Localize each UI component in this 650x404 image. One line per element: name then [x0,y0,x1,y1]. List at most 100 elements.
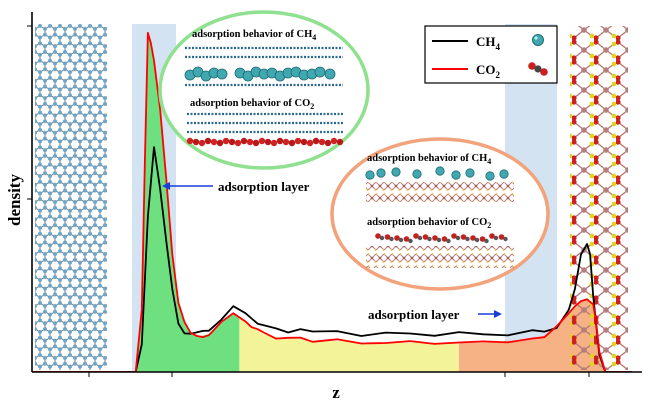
co2-molecule [455,235,461,241]
co2-molecule [375,233,381,239]
co2-molecule [324,139,332,147]
yellow-region-fill [239,316,459,372]
co2-molecule [294,137,302,145]
methane-molecule [391,167,401,177]
co2-molecule [379,235,385,241]
co2-molecule-icon [528,62,548,76]
series-line-co2 [32,32,632,372]
co2-molecule [264,138,272,146]
co2-molecule [252,139,260,147]
co2-molecule [436,237,442,243]
co2-molecule [228,138,236,146]
co2-molecule [489,233,495,239]
methane-molecule [435,166,445,176]
co2-molecule [222,137,230,145]
co2-molecule [422,234,429,240]
legend-item-ch4: CH4 [432,34,544,52]
orange-inset-ch4-molecules [365,166,509,181]
right-layer-annotation: adsorption layer [368,307,502,322]
co2-molecule [470,235,476,241]
methane-molecule [465,168,475,178]
co2-molecule [330,137,338,145]
co2-molecule [474,237,480,243]
methane-molecule [499,169,509,179]
left-layer-label: adsorption layer [218,179,310,194]
orange-inset-co2-molecules [375,233,508,244]
co2-molecule [460,234,467,240]
co2-molecule [498,234,505,240]
co2-molecule [300,138,308,146]
co2-molecule [282,138,290,146]
co2-molecule [276,137,284,145]
co2-molecule [465,236,470,242]
co2-molecule [398,237,404,243]
co2-molecule [204,137,212,145]
co2-molecule [312,137,320,145]
orange-inset-mos2-sheet [366,246,514,268]
co2-molecule [384,234,391,240]
methane-molecule [216,68,228,80]
co2-molecule [306,139,314,147]
methane-molecule [314,66,326,78]
co2-molecule [417,235,423,241]
legend-label-co2: CO2 [476,62,501,80]
series-lines [32,32,632,372]
co2-molecule [408,238,413,244]
co2-molecule [484,238,489,244]
region-fills [135,32,606,372]
co2-molecule [493,235,499,241]
co2-molecule [503,236,508,242]
methane-molecule [451,170,461,180]
green-inset-co2-sheets [187,112,343,134]
green-inset-co2-molecules [186,137,344,147]
green-inset-ch4-molecules [184,66,336,82]
green-inset-co2-title: adsorption behavior of CO2 [190,98,314,111]
co2-molecule [198,139,206,147]
right-layer-label: adsorption layer [368,307,460,322]
legend-label-ch4: CH4 [476,34,501,52]
co2-molecule [389,236,394,242]
co2-molecule [446,238,451,244]
co2-molecule [246,138,254,146]
co2-molecule [270,139,278,147]
co2-molecule [394,235,400,241]
orange-inset: adsorption behavior of CH4 adsorption be… [330,137,550,291]
orange-inset-co2-title: adsorption behavior of CO2 [367,217,491,230]
co2-molecule [318,138,326,146]
orange-inset-ch4-title: adsorption behavior of CH4 [367,153,491,166]
methane-molecule [485,171,495,181]
graphene-wall [35,24,107,370]
methane-molecule [365,170,375,180]
co2-molecule [234,139,242,147]
legend: CH4 CO2 [424,25,558,84]
mos2-wall [570,26,628,370]
co2-molecule [479,236,486,242]
co2-molecule [451,233,457,239]
methane-molecule-icon [532,34,544,46]
co2-molecule [192,138,200,146]
left-layer-annotation: adsorption layer [162,179,310,194]
co2-molecule [216,139,224,147]
methane-molecule [412,169,422,179]
co2-molecule [186,137,194,145]
series-line-ch4 [32,146,632,372]
green-inset-ch4-title: adsorption behavior of CH4 [192,29,316,42]
green-inset: adsorption behavior of CH4 adsorption be… [158,10,370,170]
co2-molecule [427,236,432,242]
co2-molecule [240,137,248,145]
orange-inset-mos2-sheet [366,182,514,202]
co2-molecule [288,139,296,147]
co2-molecule [258,137,266,145]
methane-molecule [324,68,336,80]
methane-molecule [376,168,386,178]
legend-item-co2: CO2 [432,62,548,80]
orange-region-fill [459,299,606,372]
green-inset-ch4-sheets [185,46,343,87]
co2-molecule [441,236,448,242]
co2-molecule [403,236,410,242]
co2-molecule [432,235,438,241]
co2-molecule [413,233,419,239]
y-axis-label: density [5,174,24,226]
co2-molecule [336,138,344,146]
